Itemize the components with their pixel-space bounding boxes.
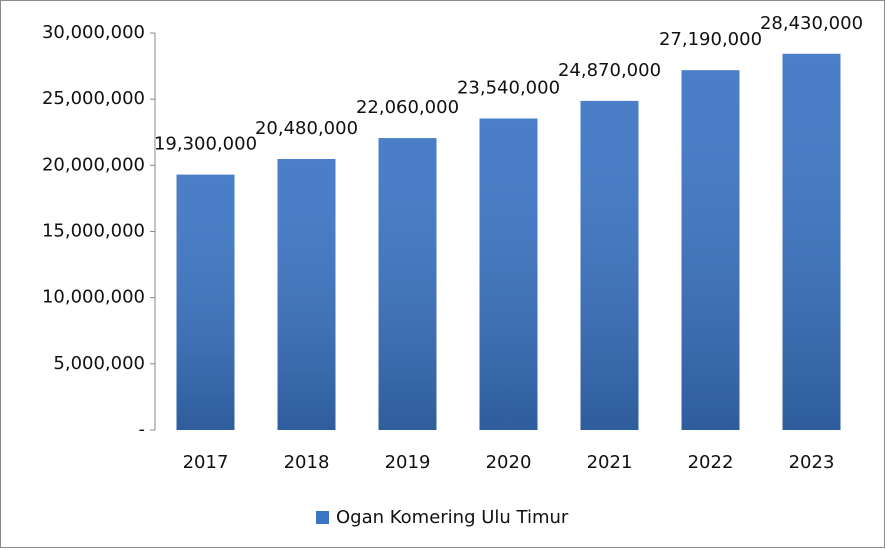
data-label: 22,060,000 bbox=[356, 97, 459, 118]
bar bbox=[277, 158, 336, 431]
x-tick-label: 2019 bbox=[385, 452, 431, 473]
bar bbox=[580, 100, 639, 431]
y-tick-label: 10,000,000 bbox=[42, 287, 145, 308]
legend-label: Ogan Komering Ulu Timur bbox=[336, 507, 569, 528]
data-label: 28,430,000 bbox=[760, 13, 863, 34]
legend-swatch bbox=[316, 511, 329, 524]
data-label: 23,540,000 bbox=[457, 77, 560, 98]
y-tick-label: 25,000,000 bbox=[42, 88, 145, 109]
x-tick-label: 2022 bbox=[688, 452, 734, 473]
bar bbox=[681, 70, 740, 430]
x-tick-label: 2021 bbox=[587, 452, 633, 473]
x-tick-label: 2018 bbox=[284, 452, 330, 473]
y-tick-label: - bbox=[139, 419, 146, 440]
x-tick-label: 2023 bbox=[789, 452, 835, 473]
y-tick-label: 15,000,000 bbox=[42, 221, 145, 242]
x-tick-label: 2020 bbox=[486, 452, 532, 473]
bar bbox=[782, 53, 841, 430]
data-label: 20,480,000 bbox=[255, 118, 358, 139]
bar bbox=[378, 138, 437, 430]
data-label: 24,870,000 bbox=[558, 60, 661, 81]
data-label: 27,190,000 bbox=[659, 29, 762, 50]
bar bbox=[479, 118, 538, 430]
data-label: 19,300,000 bbox=[154, 134, 257, 155]
bar bbox=[176, 174, 235, 430]
x-tick-label: 2017 bbox=[183, 452, 229, 473]
y-tick-label: 20,000,000 bbox=[42, 154, 145, 175]
y-tick-label: 5,000,000 bbox=[53, 353, 145, 374]
y-tick-label: 30,000,000 bbox=[42, 22, 145, 43]
